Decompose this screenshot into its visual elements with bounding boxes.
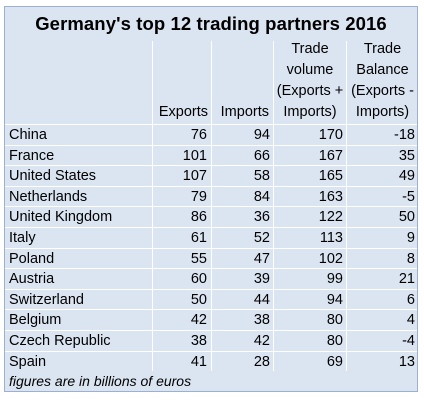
imports-cell: 58 xyxy=(253,168,270,185)
imports-cell: 28 xyxy=(253,353,270,370)
balance-cell: 21 xyxy=(398,271,415,288)
country-cell: Switzerland xyxy=(9,291,84,308)
header-balance-line: Trade xyxy=(363,41,402,57)
exports-cell: 76 xyxy=(190,127,207,143)
header-exports: Exports xyxy=(158,104,208,120)
header-balance-line: Balance xyxy=(356,62,409,78)
table-row: China 76 94 170 -18 xyxy=(5,124,417,145)
header-balance-line: Imports) xyxy=(355,104,410,120)
exports-cell: 79 xyxy=(190,188,207,205)
volume-cell: 163 xyxy=(318,188,343,205)
imports-cell: 44 xyxy=(253,291,270,308)
country-cell: United States xyxy=(9,168,97,185)
exports-cell: 101 xyxy=(182,147,207,164)
footnote: figures are in billions of euros xyxy=(9,373,192,389)
trade-table: Germany's top 12 trading partners 2016 E… xyxy=(4,6,418,392)
exports-cell: 55 xyxy=(190,250,207,267)
balance-cell: 9 xyxy=(406,230,415,246)
table-row: United Kingdom 86 36 122 50 xyxy=(5,206,417,227)
exports-cell: 61 xyxy=(190,230,207,246)
divider-country xyxy=(152,41,153,371)
balance-cell: 8 xyxy=(406,250,415,267)
country-cell: Spain xyxy=(9,353,47,370)
volume-cell: 165 xyxy=(318,168,343,185)
table-row: Czech Republic 38 42 80 -4 xyxy=(5,330,417,351)
table-row: Poland 55 47 102 8 xyxy=(5,247,417,269)
balance-cell: 35 xyxy=(398,147,415,164)
exports-cell: 60 xyxy=(190,271,207,288)
balance-cell: 6 xyxy=(406,291,415,308)
header-balance-line: (Exports - xyxy=(351,83,414,99)
header-volume-line: Imports) xyxy=(283,104,337,120)
header-volume-line: volume xyxy=(286,62,334,78)
balance-cell: -18 xyxy=(394,127,415,143)
imports-cell: 52 xyxy=(253,230,270,246)
table-row: Italy 61 52 113 9 xyxy=(5,227,417,248)
imports-cell: 84 xyxy=(253,188,270,205)
balance-cell: 4 xyxy=(406,312,415,329)
imports-cell: 38 xyxy=(253,312,270,329)
header-imports: Imports xyxy=(220,104,269,120)
exports-cell: 41 xyxy=(190,353,207,370)
country-cell: Netherlands xyxy=(9,188,88,205)
table-title: Germany's top 12 trading partners 2016 xyxy=(35,13,387,34)
balance-cell: 49 xyxy=(398,168,415,185)
imports-cell: 42 xyxy=(253,333,270,349)
imports-cell: 36 xyxy=(253,209,270,226)
table-row: Spain 41 28 69 13 xyxy=(5,350,417,372)
volume-cell: 102 xyxy=(318,250,343,267)
divider-exports xyxy=(211,41,212,371)
country-cell: United Kingdom xyxy=(9,209,113,226)
exports-cell: 86 xyxy=(190,209,207,226)
divider-imports xyxy=(273,41,274,371)
volume-cell: 80 xyxy=(326,333,343,349)
exports-cell: 107 xyxy=(182,168,207,185)
table-row: Belgium 42 38 80 4 xyxy=(5,309,417,330)
balance-cell: 13 xyxy=(398,353,415,370)
volume-cell: 94 xyxy=(326,291,343,308)
country-cell: Poland xyxy=(9,250,55,267)
volume-cell: 99 xyxy=(326,271,343,288)
balance-cell: 50 xyxy=(398,209,415,226)
volume-cell: 167 xyxy=(318,147,343,164)
imports-cell: 39 xyxy=(253,271,270,288)
volume-cell: 80 xyxy=(326,312,343,329)
table-row: Netherlands 79 84 163 -5 xyxy=(5,185,417,207)
table-row: United States 107 58 165 49 xyxy=(5,165,417,186)
table-row: Switzerland 50 44 94 6 xyxy=(5,288,417,310)
balance-cell: -4 xyxy=(402,333,415,349)
balance-cell: -5 xyxy=(402,188,415,205)
volume-cell: 122 xyxy=(318,209,343,226)
volume-cell: 69 xyxy=(326,353,343,370)
volume-cell: 170 xyxy=(318,127,343,143)
imports-cell: 47 xyxy=(253,250,270,267)
country-cell: Belgium xyxy=(9,312,62,329)
country-cell: China xyxy=(9,127,47,143)
imports-cell: 94 xyxy=(253,127,270,143)
header-volume-line: Trade xyxy=(291,41,329,57)
exports-cell: 38 xyxy=(190,333,207,349)
table-row: France 101 66 167 35 xyxy=(5,144,417,166)
header-volume-line: (Exports + xyxy=(276,83,344,99)
exports-cell: 42 xyxy=(190,312,207,329)
exports-cell: 50 xyxy=(190,291,207,308)
divider-volume xyxy=(346,41,347,371)
country-cell: Czech Republic xyxy=(9,333,111,349)
country-cell: France xyxy=(9,147,55,164)
country-cell: Austria xyxy=(9,271,55,288)
table-row: Austria 60 39 99 21 xyxy=(5,268,417,289)
country-cell: Italy xyxy=(9,230,36,246)
volume-cell: 113 xyxy=(319,230,343,246)
imports-cell: 66 xyxy=(253,147,270,164)
